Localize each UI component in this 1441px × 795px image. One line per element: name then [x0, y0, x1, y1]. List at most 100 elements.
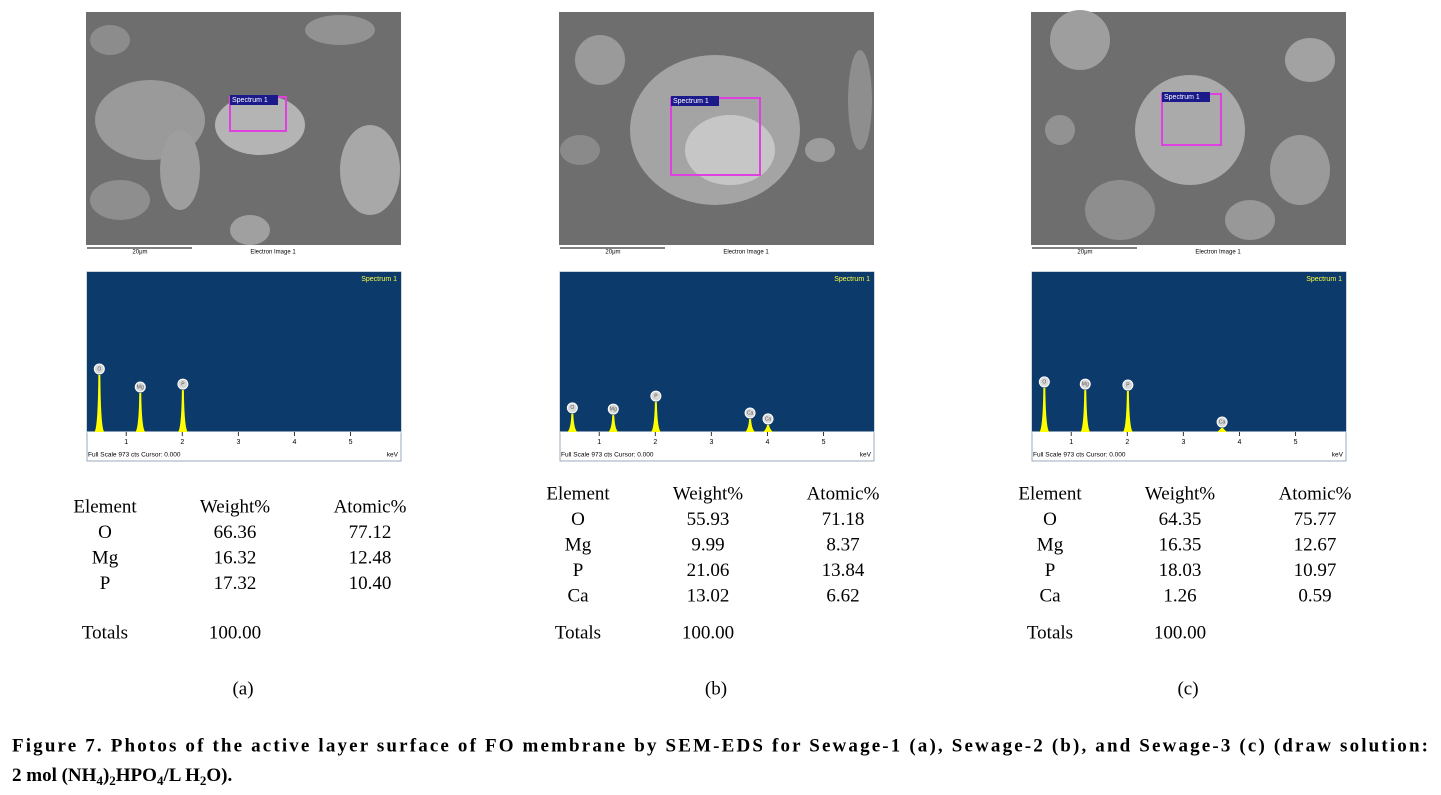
- table-cell: P: [100, 573, 111, 594]
- peak: [650, 402, 661, 432]
- table-cell: 55.93: [687, 509, 730, 530]
- particle: [160, 130, 200, 210]
- table-cell: 1.26: [1163, 585, 1196, 606]
- caption-text: /L H: [162, 765, 200, 786]
- table-cell: 75.77: [1294, 509, 1337, 530]
- peak: [763, 424, 774, 432]
- table-cell: 12.67: [1294, 534, 1337, 555]
- peak: [1217, 428, 1228, 432]
- x-tick-label: 2: [1125, 439, 1129, 446]
- table-cell: 16.32: [214, 547, 257, 568]
- caption-line: 2 mol (NH4)2HPO4/L H2O).: [12, 765, 232, 788]
- table-cell: P: [1045, 560, 1056, 581]
- x-tick-label: 5: [822, 439, 826, 446]
- caption-text: 2 mol (NH: [12, 765, 97, 786]
- subscript: 4: [96, 773, 103, 788]
- image-label: Electron Image 1: [1195, 250, 1241, 256]
- peak-marker: [607, 403, 619, 415]
- peak-marker: [177, 378, 189, 390]
- table-cell: 10.40: [349, 573, 392, 594]
- table-cell: 0.59: [1298, 585, 1331, 606]
- table-cell: Mg: [92, 547, 119, 568]
- peak-label: O: [1042, 379, 1046, 385]
- subscript: 2: [200, 773, 207, 788]
- spectrum-tag-label: Spectrum 1: [232, 97, 268, 104]
- table-cell: 9.99: [691, 534, 724, 555]
- x-tick-label: 3: [236, 439, 240, 446]
- x-tick-label: 2: [180, 439, 184, 446]
- spectrum-footer: Full Scale 973 cts Cursor: 0.000: [561, 452, 654, 459]
- spectrum-title: Spectrum 1: [834, 276, 870, 283]
- spectrum-plot: [560, 272, 874, 432]
- table-cell: 13.02: [687, 585, 730, 606]
- table-header: Element: [546, 483, 610, 504]
- spectrum-tag: [230, 95, 278, 105]
- peak-label: Ca: [1219, 419, 1226, 425]
- table-cell: Mg: [565, 534, 592, 555]
- x-tick-label: 1: [597, 439, 601, 446]
- peak-label: Mg: [1082, 381, 1089, 387]
- peak: [94, 374, 105, 432]
- particle: [215, 95, 305, 155]
- peak: [608, 415, 619, 432]
- x-tick-label: 3: [709, 439, 713, 446]
- table-header: Weight%: [200, 496, 270, 517]
- particle: [90, 180, 150, 220]
- particle: [1050, 10, 1110, 70]
- caption-text: HPO: [116, 765, 157, 786]
- table-cell: 10.97: [1294, 560, 1337, 581]
- particle: [685, 115, 775, 185]
- caption-line: Figure 7. Photos of the active layer sur…: [12, 735, 1428, 756]
- peak-label: O: [570, 405, 574, 411]
- caption-text: O).: [206, 765, 232, 786]
- table-total: 100.00: [1154, 622, 1206, 643]
- peak-marker: [566, 402, 578, 414]
- peak-label: Ca: [765, 416, 772, 422]
- table-cell: O: [1043, 509, 1057, 530]
- scale-label: 20μm: [605, 250, 620, 256]
- table-header: Element: [73, 496, 137, 517]
- table-header: Atomic%: [807, 483, 880, 504]
- table-cell: O: [571, 509, 585, 530]
- table-cell: 18.03: [1159, 560, 1202, 581]
- particle: [1135, 75, 1245, 185]
- particle: [848, 50, 872, 150]
- table-cell: 66.36: [214, 522, 257, 543]
- peak-marker: [1079, 378, 1091, 390]
- particle: [1285, 38, 1335, 82]
- subscript: 4: [157, 773, 164, 788]
- table-total: Totals: [82, 622, 128, 643]
- table-header: Weight%: [673, 483, 743, 504]
- peak-marker: [93, 363, 105, 375]
- table-total: 100.00: [209, 622, 261, 643]
- x-tick-label: 5: [349, 439, 353, 446]
- x-tick-label: 5: [1294, 439, 1298, 446]
- peak-marker: [1216, 416, 1228, 428]
- peak-marker: [650, 390, 662, 402]
- table-cell: 77.12: [349, 522, 392, 543]
- particle: [560, 135, 600, 165]
- peak: [567, 413, 578, 432]
- table-cell: 17.32: [214, 573, 257, 594]
- table-cell: 64.35: [1159, 509, 1202, 530]
- particle: [230, 215, 270, 245]
- spectrum-tag: [671, 96, 719, 106]
- spectrum-tag-label: Spectrum 1: [673, 98, 709, 105]
- x-tick-label: 2: [653, 439, 657, 446]
- peak-marker: [762, 413, 774, 425]
- table-total: Totals: [1027, 622, 1073, 643]
- panel-label: (b): [705, 678, 727, 699]
- peak-label: Mg: [610, 406, 617, 412]
- spectrum-tag-label: Spectrum 1: [1164, 94, 1200, 101]
- table-total: 100.00: [682, 622, 734, 643]
- table-cell: P: [573, 560, 584, 581]
- particle: [305, 15, 375, 45]
- table-header: Atomic%: [1279, 483, 1352, 504]
- particle: [1225, 200, 1275, 240]
- peak-marker: [1122, 379, 1134, 391]
- unit-label: keV: [860, 452, 872, 459]
- peak-marker: [134, 381, 146, 393]
- particle: [1045, 115, 1075, 145]
